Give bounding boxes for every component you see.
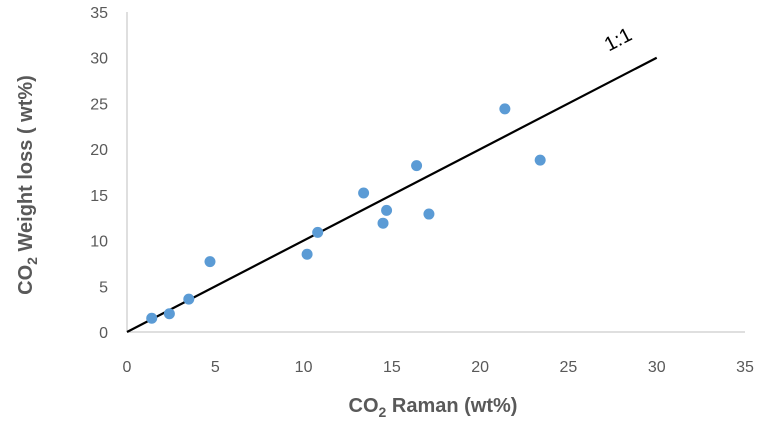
x-tick-label: 25 [560,359,578,376]
data-point [377,217,389,229]
plot-area [126,12,745,333]
x-tick-label: 20 [471,359,489,376]
y-tick-label: 5 [99,279,108,296]
x-tick-label: 35 [736,359,754,376]
y-tick-label: 35 [90,5,108,22]
y-tick-labels: 0 5 10 15 20 25 30 35 [90,5,108,342]
reference-line-label: 1:1 [601,24,636,56]
y-axis-title: CO2 Weight loss ( wt%) [15,75,40,295]
data-point [411,160,423,172]
y-tick-label: 25 [90,96,108,113]
x-tick-label: 0 [123,359,132,376]
data-point [381,204,393,216]
data-point [146,312,158,324]
y-tick-label: 10 [90,234,108,251]
y-tick-label: 30 [90,51,108,68]
data-point [183,293,195,305]
data-point [312,226,324,238]
data-point [163,308,175,320]
x-tick-label: 5 [211,359,220,376]
x-tick-labels: 0 5 10 15 20 25 30 35 [123,359,754,376]
data-point [499,103,511,115]
data-point [534,154,546,166]
x-tick-label: 30 [648,359,666,376]
x-tick-label: 15 [383,359,401,376]
x-axis-title: CO2 Raman (wt%) [349,395,518,420]
reference-line-1-1 [126,56,658,333]
data-point [358,187,370,199]
y-tick-label: 0 [99,325,108,342]
x-tick-label: 10 [295,359,313,376]
data-point [204,256,216,268]
data-point [301,248,313,260]
y-tick-label: 20 [90,142,108,159]
y-tick-label: 15 [90,188,108,205]
data-point [423,208,435,220]
